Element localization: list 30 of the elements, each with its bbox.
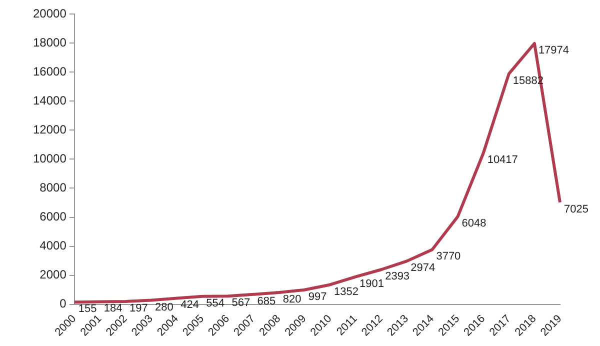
y-tick-label: 20000 <box>32 6 67 20</box>
data-label: 1901 <box>360 278 384 290</box>
data-label: 184 <box>104 302 122 315</box>
data-label: 155 <box>78 303 97 316</box>
data-label: 820 <box>282 293 302 306</box>
y-tick-label: 18000 <box>32 35 67 50</box>
y-tick-label: 2000 <box>40 268 67 282</box>
y-tick-label: 16000 <box>32 64 67 78</box>
y-tick-label: 14000 <box>32 93 67 108</box>
y-tick-label: 0 <box>60 296 67 311</box>
y-tick-label: 12000 <box>32 122 67 136</box>
y-tick-label: 8000 <box>40 180 67 195</box>
y-tick-label: 10000 <box>32 151 67 166</box>
data-label: 197 <box>129 302 148 315</box>
data-label: 280 <box>155 301 174 314</box>
data-label: 7025 <box>564 203 588 216</box>
data-label: 997 <box>308 290 327 303</box>
data-label: 2393 <box>385 270 410 283</box>
data-label: 424 <box>180 299 199 312</box>
data-label: 6048 <box>462 218 486 230</box>
data-label: 2974 <box>410 262 436 274</box>
data-label: 554 <box>206 297 225 310</box>
data-label: 10417 <box>487 154 518 166</box>
data-label: 567 <box>232 297 250 310</box>
data-label: 685 <box>257 295 276 308</box>
data-label: 1352 <box>334 286 358 298</box>
y-tick-label: 4000 <box>40 238 67 253</box>
y-tick-label: 6000 <box>40 210 67 224</box>
data-label: 3770 <box>436 250 461 263</box>
data-label: 17974 <box>538 44 570 56</box>
